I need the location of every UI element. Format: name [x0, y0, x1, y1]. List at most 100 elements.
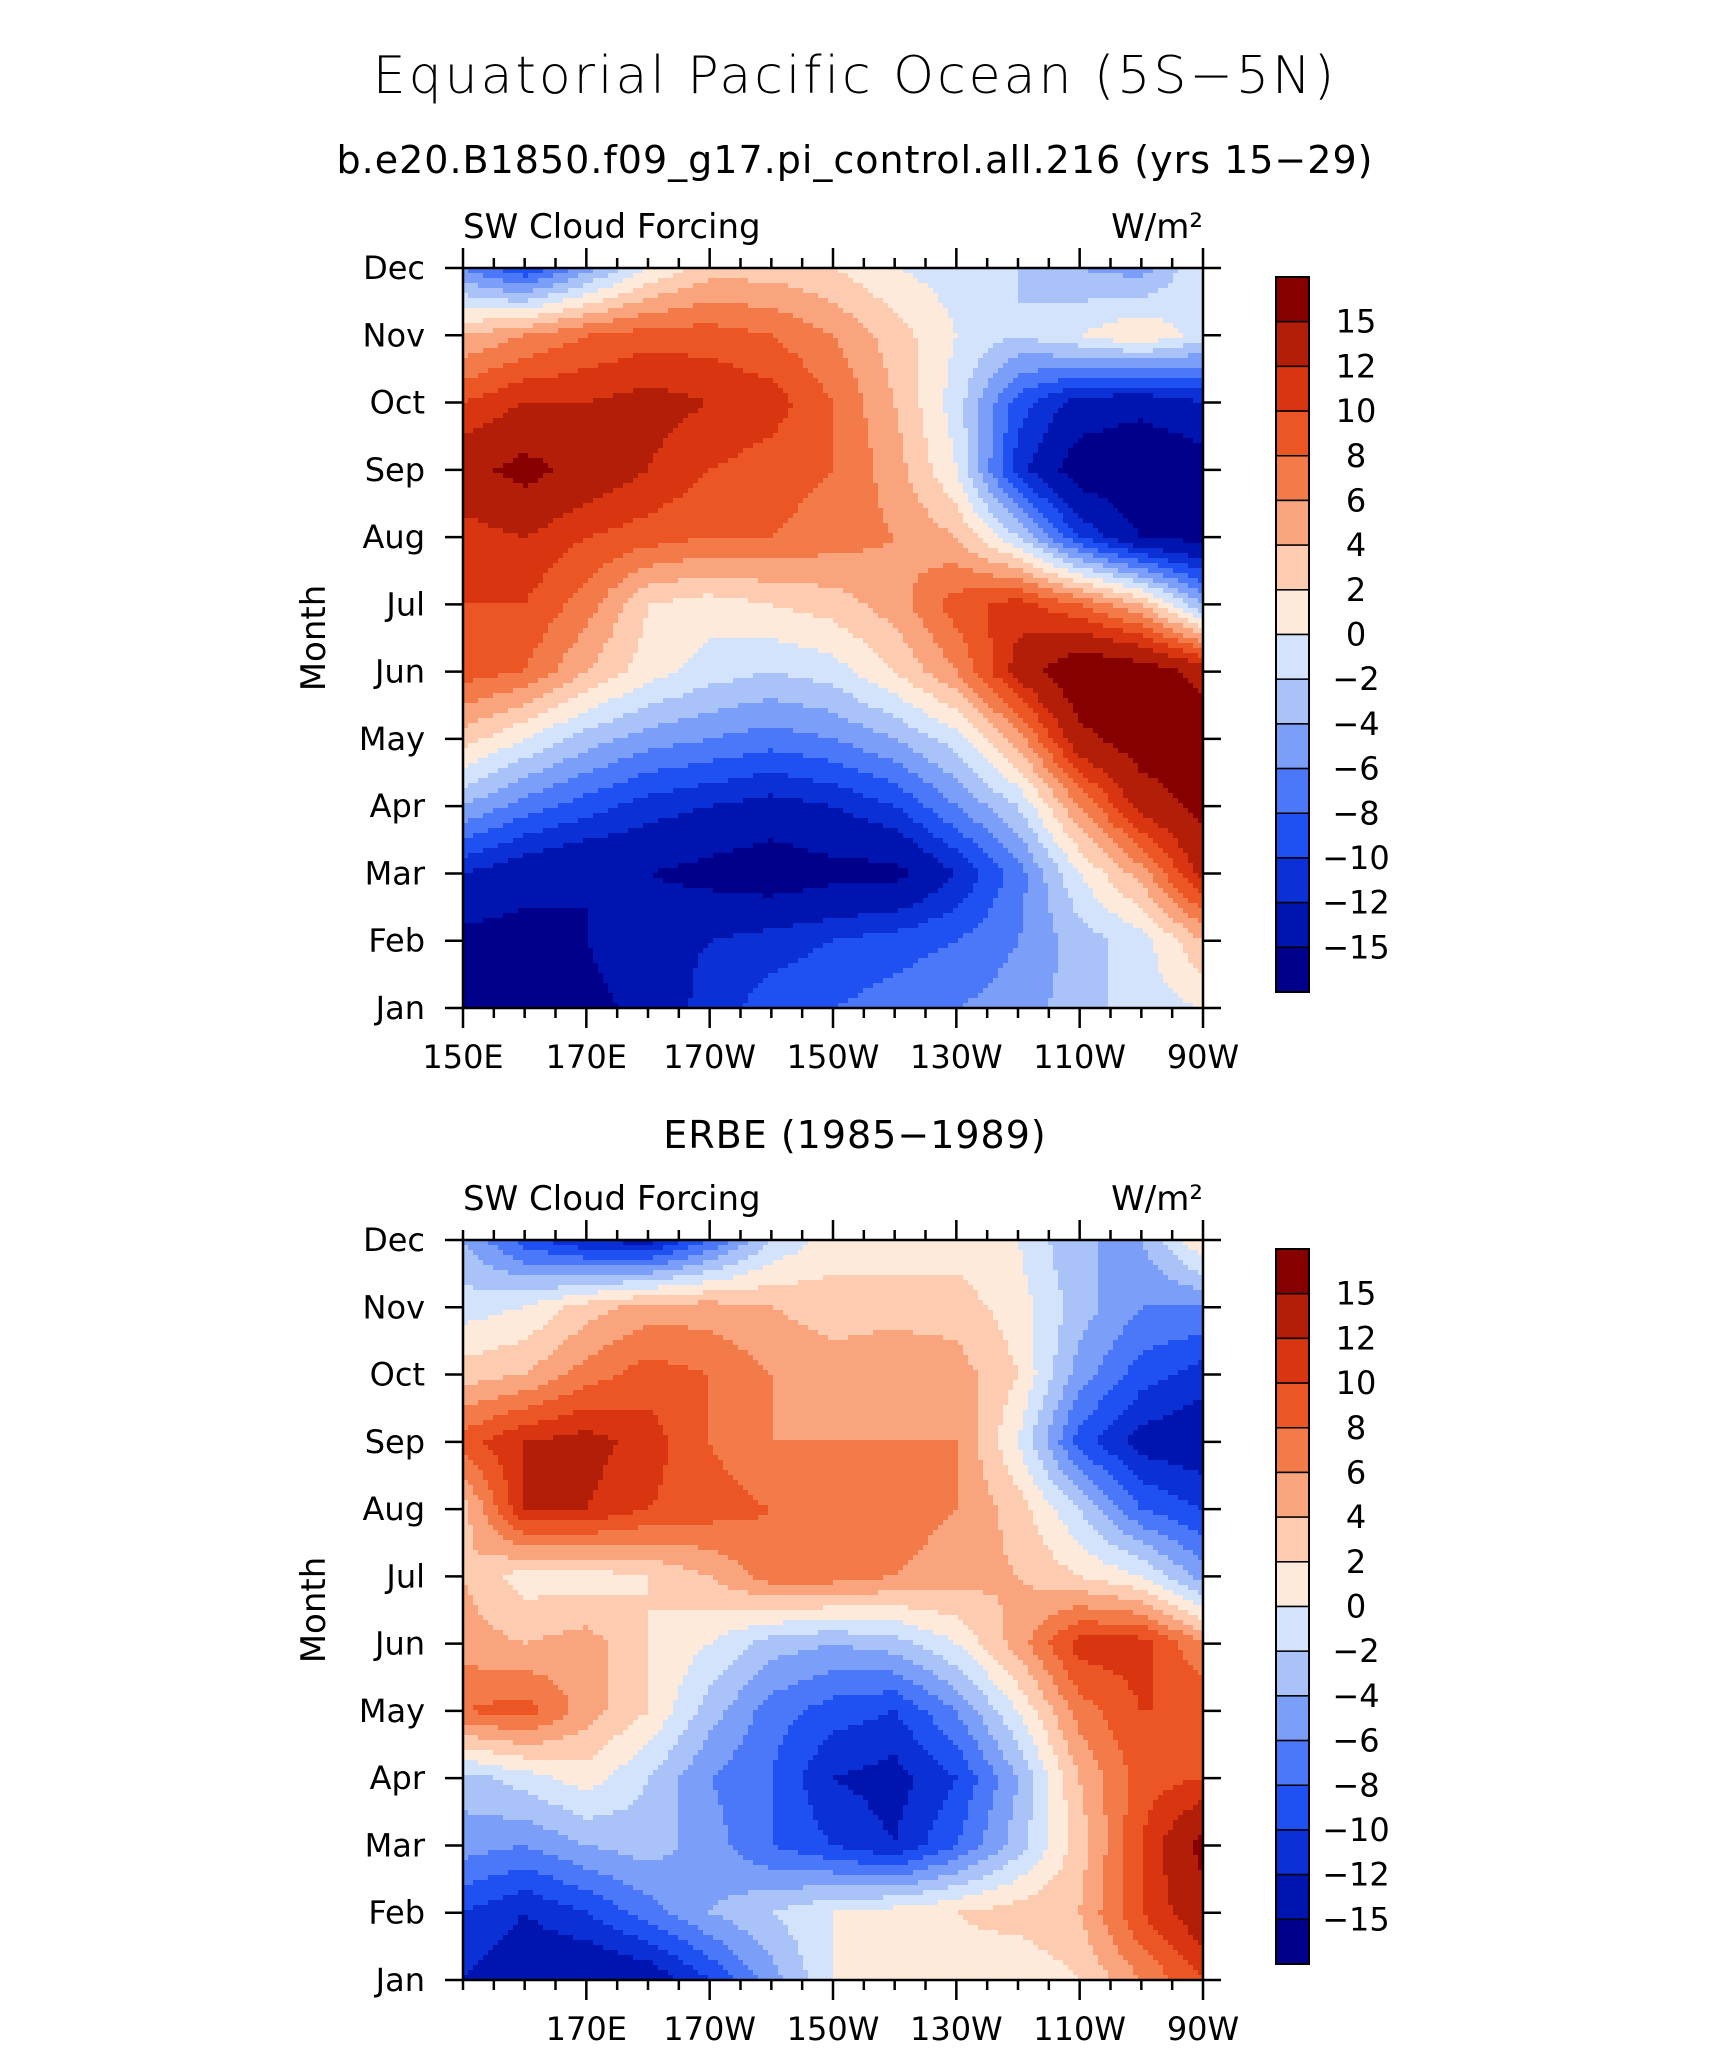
contour-cell [793, 388, 799, 394]
contour-cell [823, 363, 829, 369]
contour-cell [663, 318, 669, 324]
contour-cell [808, 428, 814, 434]
contour-cell [653, 433, 659, 439]
contour-cell [1053, 393, 1059, 399]
contour-cell [548, 393, 554, 399]
contour-cell [553, 418, 559, 424]
contour-cell [523, 428, 529, 434]
contour-cell [668, 293, 674, 299]
contour-cell [1038, 368, 1044, 374]
contour-cell [548, 283, 554, 289]
contour-cell [1138, 408, 1144, 414]
contour-cell [683, 358, 689, 364]
contour-cell [498, 278, 504, 284]
contour-cell [483, 368, 489, 374]
contour-cell [533, 323, 539, 329]
contour-cell [748, 313, 754, 319]
contour-cell [603, 368, 609, 374]
contour-cell [733, 413, 739, 419]
contour-cell [833, 288, 839, 294]
contour-cell [713, 343, 719, 349]
contour-cell [818, 293, 824, 299]
contour-cell [853, 398, 859, 404]
contour-cell [1023, 308, 1029, 314]
contour-cell [873, 313, 879, 319]
contour-cell [1138, 393, 1144, 399]
contour-cell [1113, 273, 1119, 279]
contour-cell [1103, 353, 1109, 359]
contour-cell [658, 313, 664, 319]
contour-cell [498, 363, 504, 369]
contour-cell [1013, 343, 1019, 349]
contour-cell [1008, 303, 1014, 309]
contour-cell [838, 293, 844, 299]
contour-cell [513, 273, 519, 279]
contour-cell [803, 273, 809, 279]
contour-cell [953, 393, 959, 399]
contour-cell [503, 328, 509, 334]
contour-cell [1183, 418, 1189, 424]
contour-cell [813, 368, 819, 374]
contour-cell [913, 278, 919, 284]
contour-cell [1088, 413, 1094, 419]
contour-cell [773, 278, 779, 284]
contour-cell [988, 273, 994, 279]
contour-cell [633, 298, 639, 304]
contour-cell [803, 313, 809, 319]
contour-cell [823, 398, 829, 404]
contour-cell [813, 408, 819, 414]
contour-cell [888, 303, 894, 309]
contour-cell [1198, 348, 1204, 354]
contour-cell [1073, 333, 1079, 339]
contour-cell [948, 278, 954, 284]
contour-cell [848, 383, 854, 389]
contour-cell [603, 313, 609, 319]
contour-cell [693, 398, 699, 404]
contour-cell [468, 433, 474, 439]
contour-cell [873, 413, 879, 419]
contour-cell [1003, 268, 1009, 274]
contour-cell [1148, 313, 1154, 319]
contour-cell [698, 323, 704, 329]
contour-cell [723, 343, 729, 349]
contour-cell [1153, 268, 1159, 274]
contour-cell [463, 333, 469, 339]
contour-cell [958, 323, 964, 329]
contour-cell [543, 318, 549, 324]
contour-cell [1078, 303, 1084, 309]
contour-cell [623, 408, 629, 414]
contour-cell [618, 348, 624, 354]
contour-cell [1123, 298, 1129, 304]
contour-cell [903, 273, 909, 279]
contour-cell [763, 383, 769, 389]
contour-cell [838, 408, 844, 414]
contour-cell [903, 278, 909, 284]
contour-cell [1183, 378, 1189, 384]
contour-cell [958, 368, 964, 374]
contour-cell [723, 308, 729, 314]
contour-cell [528, 323, 534, 329]
contour-cell [823, 403, 829, 409]
contour-cell [1018, 393, 1024, 399]
contour-cell [503, 283, 509, 289]
contour-cell [698, 303, 704, 309]
contour-cell [523, 293, 529, 299]
contour-cell [658, 393, 664, 399]
contour-cell [1098, 343, 1104, 349]
contour-cell [468, 343, 474, 349]
contour-cell [598, 283, 604, 289]
contour-cell [708, 388, 714, 394]
contour-cell [523, 343, 529, 349]
contour-cell [848, 283, 854, 289]
contour-cell [1018, 353, 1024, 359]
contour-cell [848, 388, 854, 394]
contour-cell [728, 408, 734, 414]
contour-cell [1123, 303, 1129, 309]
contour-cell [1033, 348, 1039, 354]
contour-cell [883, 268, 889, 274]
contour-cell [648, 403, 654, 409]
contour-cell [978, 403, 984, 409]
contour-cell [963, 318, 969, 324]
contour-cell [488, 283, 494, 289]
contour-cell [578, 388, 584, 394]
